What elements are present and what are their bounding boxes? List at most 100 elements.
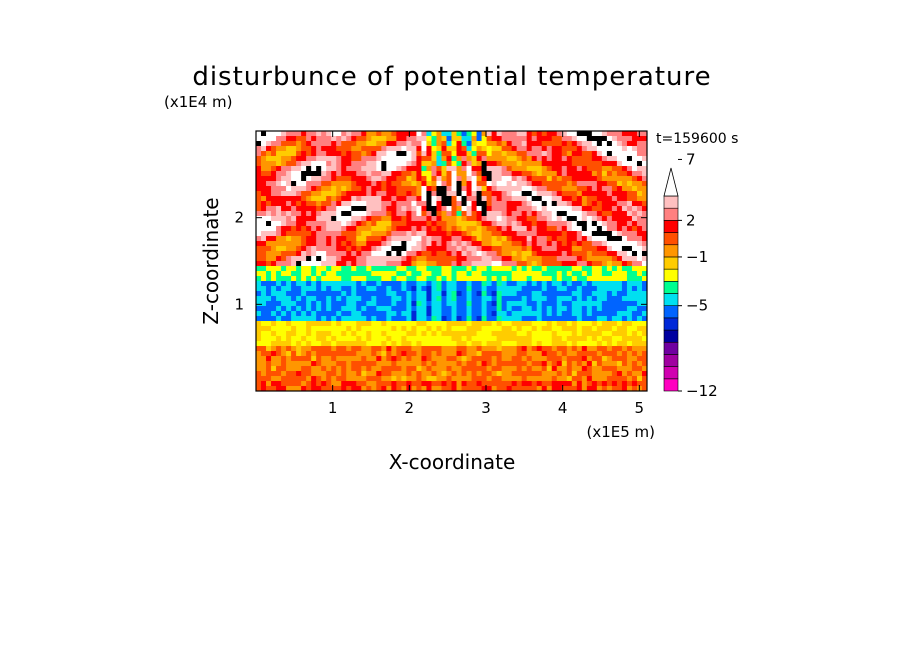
contour-cell (301, 311, 307, 317)
contour-cell (451, 361, 458, 367)
contour-cell (321, 281, 327, 287)
contour-cell (351, 236, 357, 242)
contour-cell (516, 356, 523, 362)
contour-cell (411, 261, 418, 267)
contour-cell (471, 131, 478, 137)
contour-cell (261, 221, 267, 227)
contour-cell (396, 181, 402, 187)
contour-cell (621, 216, 628, 222)
contour-cell (331, 216, 337, 222)
contour-cell (416, 356, 423, 362)
contour-cell (541, 366, 548, 372)
contour-cell (526, 336, 533, 342)
contour-cell (301, 131, 307, 137)
contour-cell (311, 366, 317, 372)
contour-cell (426, 146, 433, 152)
contour-cell (276, 346, 282, 352)
contour-cell (391, 241, 397, 247)
contour-cell (551, 151, 558, 157)
contour-cell (481, 206, 488, 212)
contour-cell (331, 141, 337, 147)
contour-cell (301, 191, 307, 197)
contour-cell (546, 366, 553, 372)
contour-cell (506, 376, 513, 382)
contour-cell (346, 326, 352, 332)
contour-cell (456, 141, 463, 147)
contour-cell (576, 216, 583, 222)
contour-cell (396, 196, 402, 202)
contour-cell (406, 191, 412, 197)
contour-cell (611, 211, 618, 217)
contour-cell (361, 241, 367, 247)
contour-cell (256, 366, 262, 372)
contour-cell (626, 301, 633, 307)
contour-cell (296, 251, 302, 257)
contour-cell (491, 306, 498, 312)
contour-cell (261, 136, 267, 142)
contour-cell (281, 271, 287, 277)
contour-cell (526, 231, 533, 237)
contour-cell (281, 206, 287, 212)
contour-cell (271, 181, 277, 187)
contour-cell (266, 166, 272, 172)
contour-cell (631, 136, 638, 142)
contour-cell (271, 306, 277, 312)
contour-cell (346, 316, 352, 322)
contour-cell (521, 286, 528, 292)
contour-cell (596, 226, 603, 232)
contour-cell (596, 171, 603, 177)
contour-cell (296, 301, 302, 307)
contour-cell (451, 261, 458, 267)
contour-cell (526, 386, 533, 391)
contour-cell (561, 381, 568, 387)
contour-cell (631, 366, 638, 372)
contour-cell (551, 201, 558, 207)
contour-cell (391, 281, 397, 287)
contour-cell (606, 231, 613, 237)
contour-cell (446, 321, 453, 327)
contour-cell (351, 331, 357, 337)
contour-cell (556, 211, 563, 217)
contour-cell (341, 186, 347, 192)
contour-cell (566, 206, 573, 212)
contour-cell (301, 321, 307, 327)
contour-cell (341, 306, 347, 312)
colorbar-tick-label: −5 (686, 297, 708, 315)
contour-cell (261, 186, 267, 192)
contour-cell (546, 346, 553, 352)
contour-cell (516, 266, 523, 272)
contour-cell (476, 311, 483, 317)
contour-cell (421, 221, 428, 227)
contour-cell (536, 186, 543, 192)
contour-cell (526, 256, 533, 262)
contour-cell (626, 191, 633, 197)
contour-cell (561, 276, 568, 282)
contour-cell (316, 186, 322, 192)
contour-cell (286, 166, 292, 172)
contour-cell (506, 166, 513, 172)
contour-cell (401, 221, 407, 227)
contour-cell (386, 361, 392, 367)
colorbar-box (663, 281, 679, 294)
contour-cell (586, 161, 593, 167)
contour-cell (266, 381, 272, 387)
contour-cell (291, 261, 297, 267)
contour-cell (631, 216, 638, 222)
contour-cell (486, 221, 493, 227)
contour-cell (341, 341, 347, 347)
contour-cell (456, 316, 463, 322)
contour-cell (486, 251, 493, 257)
contour-cell (536, 191, 543, 197)
contour-cell (361, 181, 367, 187)
contour-cell (481, 321, 488, 327)
contour-cell (501, 381, 508, 387)
contour-cell (266, 256, 272, 262)
contour-cell (341, 226, 347, 232)
contour-cell (481, 271, 488, 277)
contour-cell (306, 231, 312, 237)
contour-cell (266, 211, 272, 217)
contour-cell (431, 241, 438, 247)
contour-cell (266, 186, 272, 192)
contour-cell (301, 251, 307, 257)
contour-cell (426, 296, 433, 302)
